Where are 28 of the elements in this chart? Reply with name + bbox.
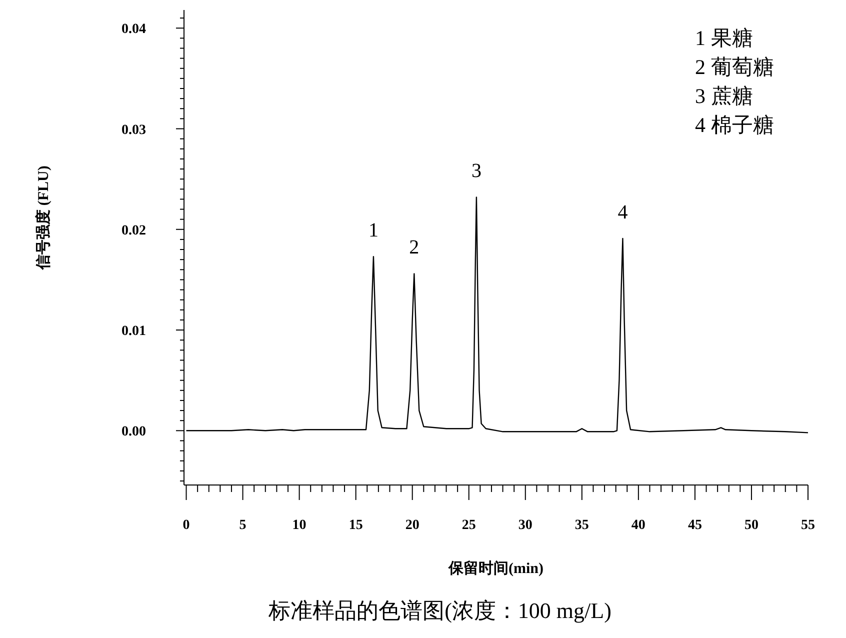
y-tick-label: 0.02 bbox=[122, 223, 146, 238]
x-tick-label: 25 bbox=[462, 518, 476, 533]
y-tick-label: 0.00 bbox=[122, 424, 146, 440]
x-tick-label: 35 bbox=[574, 518, 589, 533]
x-tick-label: 55 bbox=[801, 518, 815, 533]
annotation: 4 bbox=[618, 201, 628, 224]
x-tick-label: 5 bbox=[239, 518, 246, 533]
annotation: 3 蔗糖 bbox=[695, 84, 753, 108]
x-tick-label: 20 bbox=[405, 518, 420, 533]
annotation: 2 葡萄糖 bbox=[695, 55, 774, 79]
y-tick-label: 0.03 bbox=[122, 122, 146, 138]
annotation: 1 果糖 bbox=[695, 26, 753, 50]
x-tick-label: 50 bbox=[744, 518, 758, 533]
annotation: 1 bbox=[368, 220, 378, 242]
annotation: 4 棉子糖 bbox=[695, 113, 774, 137]
x-tick-label: 40 bbox=[631, 518, 646, 533]
x-tick-label: 30 bbox=[518, 518, 532, 533]
x-tick-label: 15 bbox=[348, 518, 363, 533]
x-tick-label: 10 bbox=[292, 518, 306, 533]
y-tick-label: 0.01 bbox=[122, 324, 146, 340]
y-axis-title: 信号强度 (FLU) bbox=[34, 166, 52, 270]
y-tick-label: 0.04 bbox=[122, 22, 146, 38]
annotation: 2 bbox=[409, 236, 420, 259]
text: 标准样品的色谱图(浓度：100 mg/L) bbox=[268, 598, 612, 623]
annotation: 3 bbox=[471, 160, 482, 182]
x-tick-label: 0 bbox=[182, 518, 190, 533]
x-tick-label: 45 bbox=[688, 518, 702, 533]
x-axis-title: 保留时间(min) bbox=[448, 560, 544, 577]
